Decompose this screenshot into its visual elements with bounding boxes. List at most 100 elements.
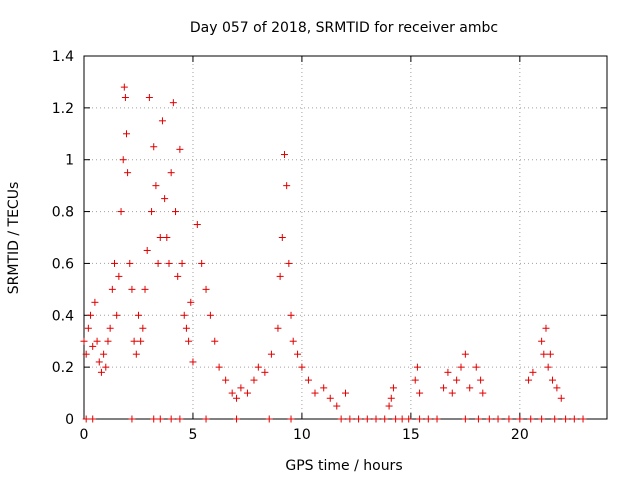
data-point (342, 389, 349, 397)
data-point (477, 376, 485, 384)
data-point (538, 415, 546, 423)
data-point (126, 259, 134, 267)
data-point (119, 156, 127, 164)
data-point (542, 324, 550, 332)
data-point (165, 259, 173, 267)
data-point (283, 182, 291, 190)
data-point (139, 324, 147, 332)
data-point (562, 415, 570, 423)
y-tick-label: 0 (65, 412, 74, 428)
data-point (185, 337, 193, 345)
data-point (538, 337, 546, 345)
data-point (148, 208, 156, 216)
data-point (100, 350, 108, 358)
x-tick-label: 10 (293, 427, 311, 443)
data-point (461, 415, 469, 423)
data-point (182, 324, 190, 332)
data-point (285, 259, 293, 267)
data-point (479, 389, 487, 397)
data-point (416, 415, 424, 423)
data-points (80, 83, 587, 423)
y-tick-label: 1.4 (52, 49, 74, 65)
y-tick-label: 0.4 (52, 308, 74, 324)
data-point (416, 389, 424, 397)
data-point (97, 368, 105, 376)
y-axis-label: SRMTID / TECUs (6, 182, 22, 295)
data-point (570, 415, 578, 423)
data-point (453, 376, 461, 384)
data-point (145, 93, 153, 101)
data-point (193, 221, 201, 229)
data-point (128, 285, 136, 293)
y-ticks: 0 0.2 0.4 0.6 0.8 1 1.2 1.4 (52, 49, 607, 428)
data-point (121, 93, 129, 101)
x-tick-label: 15 (402, 427, 420, 443)
data-point (494, 415, 502, 423)
data-point (150, 415, 158, 423)
y-tick-label: 1.2 (52, 101, 74, 117)
data-point (120, 83, 128, 91)
data-point (457, 363, 465, 371)
axes-frame (83, 55, 608, 420)
data-point (158, 117, 166, 125)
data-point (128, 415, 136, 423)
chart-title: Day 057 of 2018, SRMTID for receiver amb… (190, 20, 498, 36)
data-point (254, 363, 262, 371)
data-point (84, 324, 92, 332)
data-point (93, 337, 101, 345)
data-point (440, 384, 448, 392)
data-point (172, 208, 180, 216)
data-point (233, 394, 241, 402)
data-point (104, 337, 112, 345)
data-point (411, 376, 419, 384)
data-point (95, 358, 103, 366)
data-point (355, 415, 363, 423)
data-point (529, 368, 537, 376)
data-point (89, 342, 97, 350)
data-point (505, 415, 513, 423)
data-point (189, 358, 197, 366)
data-point (141, 285, 149, 293)
data-point (387, 394, 395, 402)
data-point (413, 363, 421, 371)
data-point (87, 311, 95, 319)
data-point (540, 350, 548, 358)
data-point (294, 350, 302, 358)
data-point (551, 415, 559, 423)
plot-frame (83, 55, 608, 420)
data-point (320, 384, 328, 392)
x-tick-label: 0 (80, 427, 89, 443)
data-point (202, 415, 210, 423)
data-point (527, 415, 535, 423)
data-point (202, 285, 210, 293)
data-point (154, 259, 162, 267)
data-point (117, 208, 125, 216)
x-axis-label: GPS time / hours (285, 458, 402, 474)
data-point (579, 415, 587, 423)
data-point (102, 363, 110, 371)
data-point (169, 99, 177, 107)
data-point (180, 311, 188, 319)
data-point (167, 415, 175, 423)
data-point (237, 384, 245, 392)
data-point (472, 363, 480, 371)
data-point (304, 376, 312, 384)
data-point (228, 389, 236, 397)
data-point (176, 145, 184, 153)
data-point (222, 376, 230, 384)
data-point (392, 415, 400, 423)
data-point (108, 285, 116, 293)
data-point (198, 259, 206, 267)
data-point (433, 415, 441, 423)
data-point (287, 415, 295, 423)
data-point (265, 415, 273, 423)
x-ticks: 0 5 10 15 20 (80, 56, 529, 443)
data-point (106, 324, 114, 332)
data-point (206, 311, 214, 319)
grid (84, 56, 607, 419)
data-point (448, 389, 456, 397)
data-point (137, 337, 145, 345)
data-point (156, 234, 164, 241)
data-point (161, 195, 169, 203)
